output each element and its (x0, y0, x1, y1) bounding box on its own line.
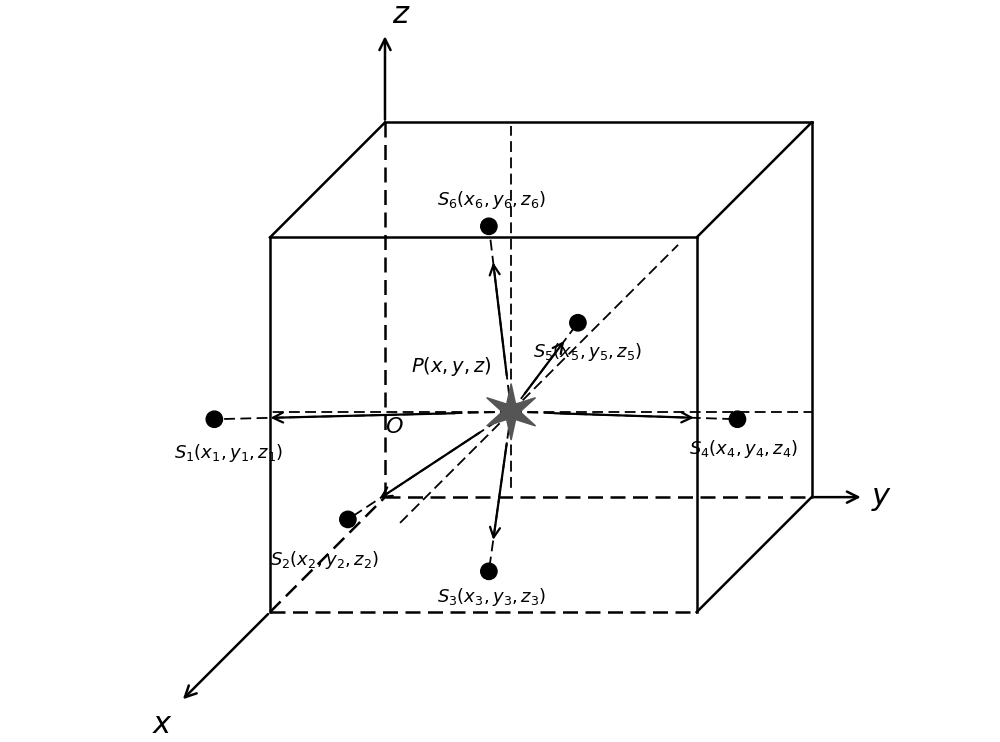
Text: $S_4(x_4,y_4,z_4)$: $S_4(x_4,y_4,z_4)$ (689, 438, 798, 460)
Text: $S_2(x_2,y_2,z_2)$: $S_2(x_2,y_2,z_2)$ (270, 549, 379, 571)
Circle shape (340, 511, 356, 528)
Circle shape (481, 563, 497, 580)
Text: $z$: $z$ (392, 0, 411, 30)
Text: $S_5(x_5,y_5,z_5)$: $S_5(x_5,y_5,z_5)$ (533, 341, 643, 364)
Text: $P(x,y,z)$: $P(x,y,z)$ (411, 355, 492, 378)
Text: $x$: $x$ (152, 709, 174, 740)
Text: $y$: $y$ (871, 482, 892, 513)
Text: $S_1(x_1,y_1,z_1)$: $S_1(x_1,y_1,z_1)$ (174, 441, 283, 464)
Polygon shape (487, 384, 536, 440)
Circle shape (206, 411, 222, 427)
Text: $S_6(x_6,y_6,z_6)$: $S_6(x_6,y_6,z_6)$ (437, 189, 546, 211)
Circle shape (481, 218, 497, 234)
Circle shape (729, 411, 746, 427)
Circle shape (570, 315, 586, 331)
Text: $O$: $O$ (385, 416, 404, 438)
Text: $S_3(x_3,y_3,z_3)$: $S_3(x_3,y_3,z_3)$ (437, 586, 546, 608)
